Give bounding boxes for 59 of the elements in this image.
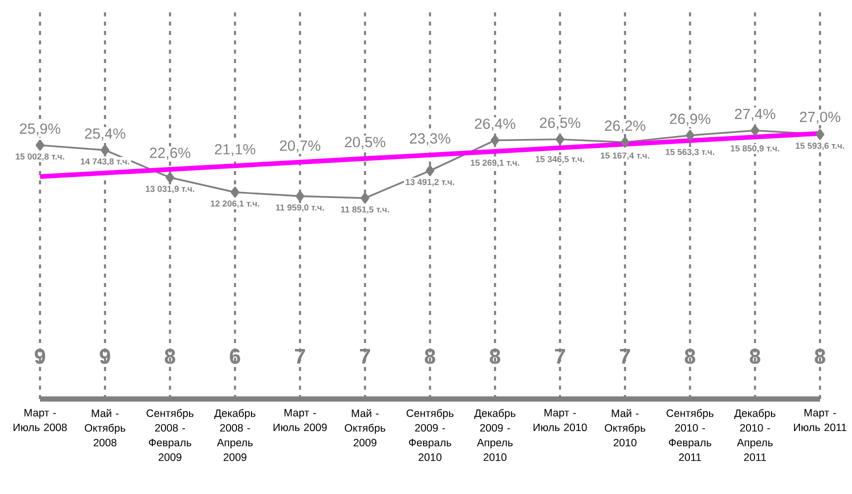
- annotation: 8: [424, 348, 436, 364]
- point: [750, 124, 760, 136]
- x-tick-label: Март - Июль 2011: [794, 409, 846, 432]
- annotation: 14 743,8 т.ч.: [80, 158, 130, 166]
- x-tick-label: Май - Октябрь 2008: [84, 409, 126, 446]
- point: [490, 134, 500, 146]
- point: [816, 128, 824, 140]
- point: [686, 130, 694, 141]
- data-label: 26,5%: [540, 118, 580, 130]
- x-tick-label: Май - Октябрь 2009: [344, 409, 386, 446]
- data-label: 20,5%: [344, 136, 386, 149]
- x-tick-label: Март - Июль 2009: [274, 409, 327, 432]
- annotation: 8: [814, 348, 826, 364]
- data-label: 23,3%: [410, 133, 450, 146]
- x-tick-label: Декабрь 2009 - Апрель 2010: [474, 409, 516, 461]
- x-tick-label: Март - Июль 2008: [14, 409, 67, 432]
- x-tick-label: Март - Июль 2010: [534, 409, 587, 432]
- x-tick-label: Сентябрь 2009 - Февраль 2010: [406, 409, 454, 461]
- data-label: 21,1%: [214, 144, 256, 156]
- data-label: 26,4%: [474, 118, 516, 131]
- data-label: 27,0%: [800, 112, 840, 124]
- data-label: 25,9%: [20, 123, 60, 136]
- point: [426, 165, 434, 176]
- data-label: 26,9%: [670, 114, 710, 126]
- annotation: 12 206,1 т.ч.: [210, 200, 260, 208]
- annotation: 13 031,9 т.ч.: [146, 186, 194, 194]
- point: [100, 144, 110, 156]
- x-tick-label: Сентябрь 2008 - Февраль 2009: [146, 409, 194, 461]
- annotation: 11 851,5 т.ч.: [341, 206, 389, 214]
- annotation: 15 167,4 т.ч.: [600, 152, 650, 160]
- annotation: 8: [750, 348, 760, 364]
- annotation: 15 850,9 т.ч.: [730, 145, 780, 153]
- annotation: 8: [684, 348, 696, 364]
- annotation: 6: [230, 348, 240, 364]
- x-tick-label: Декабрь 2008 - Апрель 2009: [214, 409, 256, 461]
- data-label: 26,2%: [604, 120, 646, 133]
- x-tick-label: Декабрь 2010 - Апрель 2011: [734, 409, 776, 461]
- annotation: 15 269,1 т.ч.: [470, 160, 520, 168]
- data-label: 27,4%: [734, 108, 776, 121]
- data-label: 20,7%: [280, 140, 320, 153]
- x-tick-label: Май - Октябрь 2010: [604, 409, 646, 446]
- data-label: 25,4%: [84, 128, 126, 140]
- annotation: 15 593,6 т.ч.: [796, 142, 844, 150]
- annotation: 8: [490, 348, 500, 364]
- annotation: 15 002,8 т.ч.: [16, 153, 64, 161]
- annotation: 15 346,5 т.ч.: [536, 156, 584, 164]
- annotation: 8: [164, 348, 176, 364]
- point: [360, 192, 370, 204]
- point: [556, 134, 564, 145]
- point: [620, 136, 630, 148]
- annotation: 11 959,0 т.ч.: [276, 204, 324, 212]
- point: [166, 172, 174, 184]
- annotation: 13 491,2 т.ч.: [406, 178, 454, 186]
- annotation: 15 563,3 т.ч.: [666, 148, 714, 156]
- point: [230, 186, 240, 198]
- data-label: 22,6%: [150, 148, 190, 160]
- point: [296, 190, 304, 202]
- x-tick-label: Сентябрь 2010 - Февраль 2011: [666, 409, 714, 461]
- point: [36, 140, 44, 151]
